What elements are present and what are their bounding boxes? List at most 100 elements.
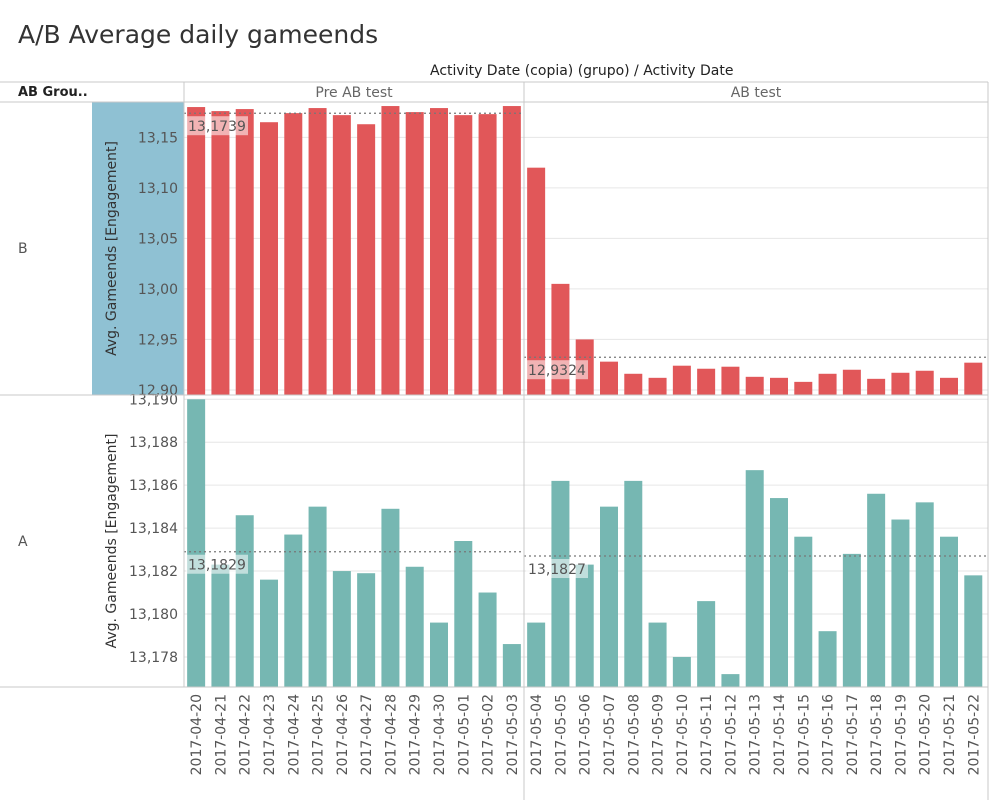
x-tick-label: 2017-05-13 <box>748 694 764 775</box>
bar <box>600 506 618 687</box>
period-header-pre: Pre AB test <box>315 85 393 101</box>
x-tick-label: 2017-05-11 <box>699 694 715 775</box>
bar <box>794 536 813 687</box>
bar <box>235 109 254 395</box>
bar <box>332 571 351 687</box>
x-tick-label: 2017-05-12 <box>723 694 739 775</box>
x-tick-label: 2017-05-09 <box>651 694 667 775</box>
bar <box>381 508 400 687</box>
bar <box>745 376 764 395</box>
bar <box>575 564 594 687</box>
x-tick-label: 2017-05-21 <box>942 694 958 775</box>
bar <box>405 566 424 687</box>
bar <box>842 369 861 395</box>
x-tick-label: 2017-04-24 <box>286 694 302 775</box>
x-tick-label: 2017-05-01 <box>456 694 472 775</box>
bar <box>357 573 376 687</box>
bar <box>502 106 521 395</box>
x-tick-label: 2017-05-06 <box>578 694 594 775</box>
bar <box>940 536 958 687</box>
x-tick-label: 2017-05-04 <box>529 694 545 775</box>
bar <box>648 622 667 687</box>
average-label: 13,1827 <box>528 562 586 578</box>
x-tick-label: 2017-05-17 <box>845 694 861 775</box>
x-tick-label: 2017-04-21 <box>213 694 229 775</box>
x-tick-label: 2017-05-15 <box>796 694 812 775</box>
average-label-bg <box>186 116 248 136</box>
y-tick-label: 13,182 <box>129 564 178 580</box>
bar <box>454 115 473 395</box>
x-tick-label: 2017-04-28 <box>383 694 399 775</box>
bar <box>624 373 643 395</box>
bar <box>284 534 303 687</box>
bar <box>964 575 983 687</box>
axis-highlight <box>92 102 184 395</box>
bar <box>721 366 740 395</box>
bar <box>891 372 910 395</box>
row-label-a: A <box>18 534 28 550</box>
period-header-ab: AB test <box>731 85 782 101</box>
x-tick-label: 2017-05-18 <box>869 694 885 775</box>
y-tick-label: 13,178 <box>129 650 178 666</box>
bar <box>672 656 691 687</box>
bar <box>527 622 546 687</box>
bar <box>235 515 254 687</box>
x-tick-label: 2017-04-29 <box>408 694 424 775</box>
chart-title: A/B Average daily gameends <box>18 20 379 49</box>
y-tick-label: 13,186 <box>129 478 178 494</box>
x-tick-label: 2017-04-22 <box>238 694 254 775</box>
bar <box>260 579 278 687</box>
y-tick-label: 13,190 <box>129 392 178 408</box>
bar <box>697 368 716 395</box>
bar <box>211 111 230 395</box>
row-header: AB Grou.. <box>18 85 88 100</box>
y-tick-label: 13,00 <box>138 282 178 298</box>
bar <box>551 480 570 687</box>
average-label-bg <box>526 559 588 579</box>
bar <box>502 644 521 687</box>
bar <box>867 493 886 687</box>
bar <box>381 106 400 395</box>
bar <box>187 399 206 687</box>
bar <box>308 108 327 395</box>
x-tick-label: 2017-04-25 <box>311 694 327 775</box>
bar <box>794 381 813 395</box>
bar <box>818 373 837 395</box>
x-tick-label: 2017-05-14 <box>772 694 788 775</box>
x-tick-label: 2017-04-26 <box>335 694 351 775</box>
bar <box>770 498 788 687</box>
x-tick-label: 2017-04-20 <box>189 694 205 775</box>
bar <box>478 592 497 687</box>
bar <box>308 506 327 687</box>
bar <box>648 377 667 395</box>
row-label-b: B <box>18 241 28 257</box>
bar <box>915 502 934 687</box>
x-tick-label: 2017-04-30 <box>432 694 448 775</box>
x-tick-label: 2017-05-08 <box>626 694 642 775</box>
bar <box>915 370 934 395</box>
bar <box>672 365 691 395</box>
bar <box>211 564 230 687</box>
bar <box>187 107 206 395</box>
y-tick-label: 13,184 <box>129 521 178 537</box>
bar <box>964 362 983 395</box>
x-tick-label: 2017-05-07 <box>602 694 618 775</box>
bar <box>357 124 376 395</box>
y-tick-label: 13,15 <box>138 130 178 146</box>
x-tick-label: 2017-05-03 <box>505 694 521 775</box>
bar <box>478 114 497 395</box>
x-tick-label: 2017-05-16 <box>821 694 837 775</box>
y-tick-label: 13,180 <box>129 607 178 623</box>
bar <box>260 122 278 395</box>
bar <box>454 541 473 687</box>
bar <box>770 377 788 395</box>
y-axis-title: Avg. Gameends [Engagement] <box>104 141 120 356</box>
x-tick-label: 2017-05-05 <box>553 694 569 775</box>
y-tick-label: 13,188 <box>129 435 178 451</box>
x-tick-label: 2017-05-19 <box>893 694 909 775</box>
y-tick-label: 13,05 <box>138 231 178 247</box>
bar <box>600 361 618 395</box>
bar <box>284 113 303 395</box>
x-tick-label: 2017-05-02 <box>481 694 497 775</box>
